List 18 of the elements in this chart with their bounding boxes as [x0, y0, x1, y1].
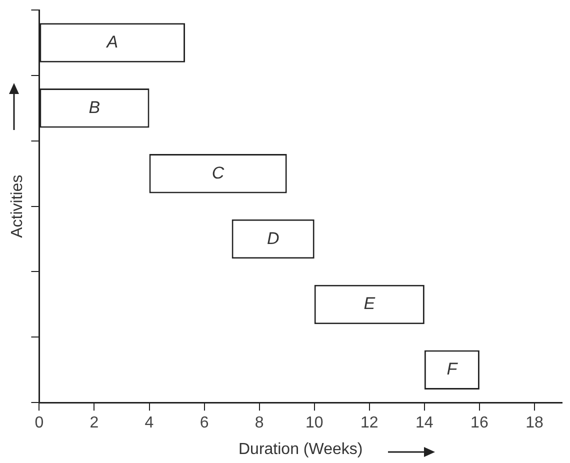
- y-tick-label: A: [106, 32, 118, 52]
- y-tick-label: C: [212, 163, 225, 182]
- y-tick-label: B: [88, 98, 100, 117]
- x-tick-label: 4: [144, 414, 154, 432]
- y-tick-label: E: [364, 294, 376, 314]
- x-tick-label: 12: [360, 414, 378, 432]
- y-axis-title: Activities: [9, 174, 26, 238]
- x-tick-label: 8: [254, 414, 264, 432]
- x-tick-label: 0: [34, 414, 44, 432]
- x-tick-label: 18: [526, 414, 544, 432]
- x-tick-label: 6: [200, 414, 209, 432]
- x-tick-label: 10: [305, 414, 324, 432]
- y-tick-label: D: [266, 228, 280, 248]
- x-axis-title: Duration (Weeks): [238, 440, 363, 458]
- x-tick-label: 14: [416, 414, 434, 432]
- x-tick-label: 2: [90, 414, 99, 432]
- x-tick-label: 16: [470, 414, 488, 432]
- y-tick-label: F: [446, 360, 459, 379]
